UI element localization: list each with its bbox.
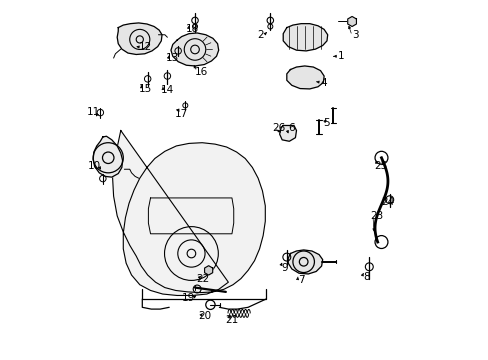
Text: 1: 1 xyxy=(337,51,344,61)
Polygon shape xyxy=(279,126,296,141)
Text: 8: 8 xyxy=(363,272,369,282)
Text: 18: 18 xyxy=(185,24,199,35)
Polygon shape xyxy=(93,136,122,177)
Text: 5: 5 xyxy=(323,118,329,128)
Text: 22: 22 xyxy=(196,274,209,284)
Text: 24: 24 xyxy=(381,197,394,207)
Text: 2: 2 xyxy=(257,30,264,40)
Text: 6: 6 xyxy=(287,123,294,133)
Text: 11: 11 xyxy=(87,107,101,117)
Text: 16: 16 xyxy=(194,67,208,77)
Text: 7: 7 xyxy=(298,275,305,285)
Text: 20: 20 xyxy=(198,311,211,321)
Text: 15: 15 xyxy=(139,84,152,94)
Text: 14: 14 xyxy=(161,85,174,95)
Text: 17: 17 xyxy=(175,109,188,119)
Text: 3: 3 xyxy=(352,30,358,40)
Text: 19: 19 xyxy=(182,293,195,303)
Text: 13: 13 xyxy=(166,53,179,63)
Polygon shape xyxy=(287,250,322,274)
Text: 21: 21 xyxy=(225,315,238,325)
Polygon shape xyxy=(204,266,212,275)
Text: 4: 4 xyxy=(320,78,326,88)
Text: 23: 23 xyxy=(370,211,383,221)
Polygon shape xyxy=(117,23,162,54)
Text: 9: 9 xyxy=(281,263,287,273)
Text: 25: 25 xyxy=(373,161,386,171)
Text: 12: 12 xyxy=(139,42,152,52)
Polygon shape xyxy=(283,24,327,51)
Polygon shape xyxy=(112,131,265,296)
Text: 26: 26 xyxy=(271,123,285,133)
Polygon shape xyxy=(347,17,356,27)
Polygon shape xyxy=(171,33,218,66)
Text: 10: 10 xyxy=(87,161,100,171)
Polygon shape xyxy=(286,66,324,89)
